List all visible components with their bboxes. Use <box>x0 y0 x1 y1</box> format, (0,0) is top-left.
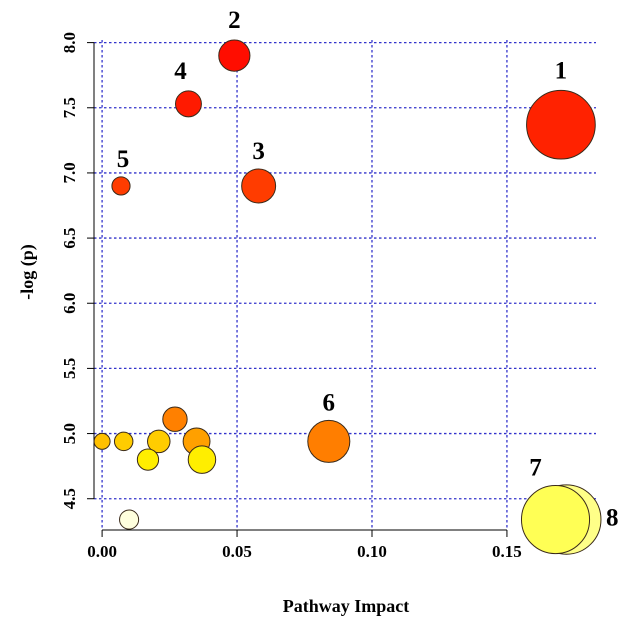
point-labels-layer: 1 2 3 4 5 6 8 7 <box>117 7 618 532</box>
data-point-bubble <box>119 509 140 530</box>
data-point-bubble <box>187 445 217 474</box>
y-tick-label: 5.5 <box>60 358 79 379</box>
data-point-bubble <box>147 429 171 454</box>
y-tick-label: 8.0 <box>60 32 79 53</box>
point-number-label: 2 <box>228 7 241 34</box>
y-tick-label: 7.0 <box>60 162 79 183</box>
point-number-label: 6 <box>323 389 336 416</box>
data-point-bubble <box>93 432 111 450</box>
data-point-bubble <box>111 176 131 196</box>
data-point-bubble <box>113 431 134 452</box>
y-tick-label: 4.5 <box>60 488 79 509</box>
data-point-bubble <box>526 89 596 160</box>
y-tick-label: 5.0 <box>60 423 79 444</box>
x-tick-label: 0.15 <box>492 542 522 561</box>
x-tick-label: 0.10 <box>357 542 387 561</box>
x-tick-label: 0.00 <box>87 542 117 561</box>
point-number-label: 4 <box>174 58 187 85</box>
y-tick-label: 6.5 <box>60 227 79 248</box>
data-point-bubble <box>162 406 188 432</box>
grid-layer <box>94 40 596 530</box>
point-number-label: 5 <box>117 146 130 173</box>
points-layer <box>93 39 602 555</box>
data-point-bubble <box>136 448 160 471</box>
point-number-label: 8 <box>606 505 618 532</box>
data-point-bubble <box>218 39 251 72</box>
y-tick-label: 7.5 <box>60 97 79 118</box>
axis-layer: 0.00 0.05 0.10 0.15 4.5 5.0 5.5 6.0 6.5 7.0 7.5 8.0 <box>60 32 522 561</box>
y-axis-title: -log (p) <box>17 244 38 300</box>
point-number-label: 3 <box>252 138 265 165</box>
point-number-label: 7 <box>529 455 542 482</box>
x-tick-label: 0.05 <box>222 542 252 561</box>
data-point-bubble <box>307 419 351 463</box>
point-number-label: 1 <box>555 57 568 84</box>
x-axis-title: Pathway Impact <box>283 596 410 616</box>
data-point-bubble <box>241 168 277 204</box>
data-point-bubble <box>520 485 591 555</box>
y-tick-label: 6.0 <box>60 293 79 314</box>
data-point-bubble <box>175 90 202 118</box>
